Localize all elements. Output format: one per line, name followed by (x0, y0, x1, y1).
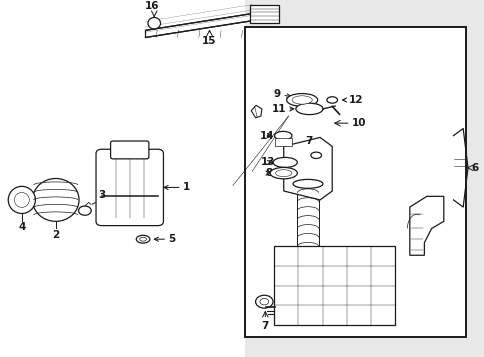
Ellipse shape (286, 94, 317, 106)
Polygon shape (409, 196, 443, 255)
Ellipse shape (310, 152, 321, 159)
FancyBboxPatch shape (110, 141, 149, 159)
Bar (274, 138, 291, 146)
Bar (273, 246, 394, 325)
Polygon shape (251, 105, 261, 118)
Polygon shape (283, 137, 332, 200)
Text: 9: 9 (273, 89, 290, 99)
Text: 8: 8 (265, 168, 272, 178)
Text: 12: 12 (342, 95, 363, 105)
Ellipse shape (272, 157, 297, 167)
Bar (0, 0, 244, 357)
Polygon shape (249, 5, 278, 23)
Text: 13: 13 (260, 157, 274, 167)
Circle shape (255, 295, 272, 308)
Ellipse shape (274, 131, 291, 140)
Ellipse shape (270, 167, 297, 179)
Ellipse shape (292, 180, 322, 188)
Circle shape (259, 298, 268, 305)
Text: 6: 6 (470, 163, 478, 173)
Text: 5: 5 (154, 234, 175, 244)
Ellipse shape (326, 97, 337, 103)
Ellipse shape (291, 96, 312, 104)
Ellipse shape (295, 103, 322, 115)
Text: 7: 7 (261, 321, 269, 331)
Ellipse shape (8, 186, 35, 213)
Ellipse shape (15, 192, 29, 207)
Text: 7: 7 (305, 136, 313, 146)
Polygon shape (145, 14, 252, 37)
Ellipse shape (136, 235, 150, 243)
Text: 4: 4 (18, 222, 26, 232)
Text: 15: 15 (202, 36, 216, 46)
Text: 2: 2 (52, 230, 59, 240)
Circle shape (78, 206, 91, 215)
Text: 3: 3 (98, 190, 105, 200)
Text: 10: 10 (351, 118, 365, 128)
Text: 11: 11 (271, 104, 293, 114)
Ellipse shape (32, 178, 79, 221)
Text: 1: 1 (164, 182, 190, 192)
Ellipse shape (148, 17, 160, 29)
Bar (244, 27, 465, 337)
Text: 14: 14 (259, 131, 273, 141)
FancyBboxPatch shape (96, 149, 163, 226)
Text: 16: 16 (144, 1, 159, 11)
Ellipse shape (139, 237, 146, 241)
Ellipse shape (275, 170, 291, 177)
